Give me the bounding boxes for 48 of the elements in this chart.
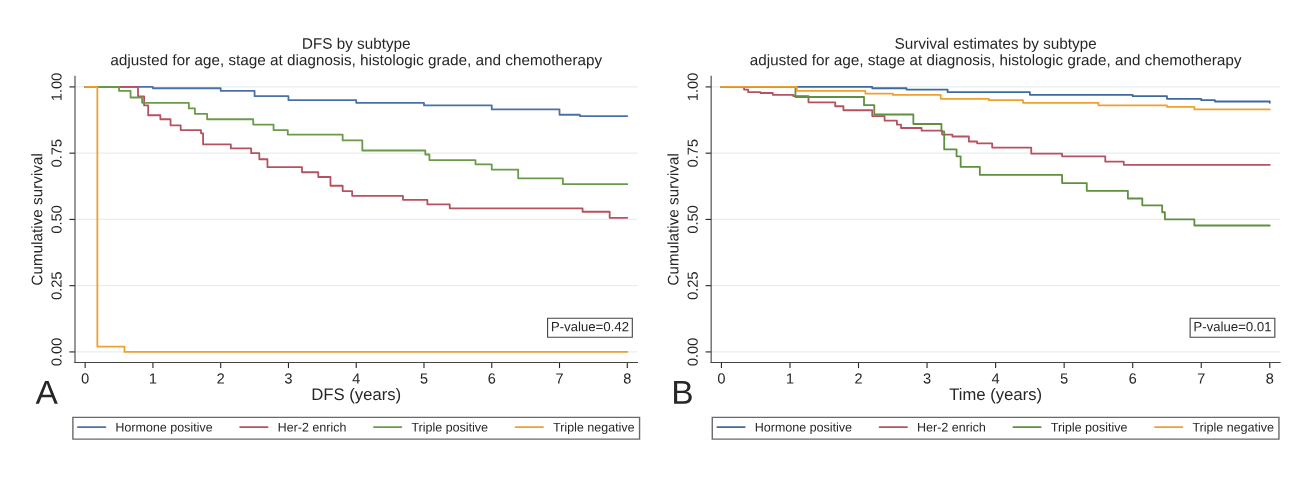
x-tick-label: 1: [149, 373, 157, 384]
legend-label: Hormone positive: [116, 422, 213, 435]
text: A: [35, 380, 58, 404]
legend-label: Triple negative: [553, 422, 635, 435]
annotation: P-value=0.01: [1194, 321, 1271, 332]
x-tick-label: 7: [1197, 373, 1205, 384]
y-tick-label: 0.50: [687, 205, 698, 234]
chart-subtitle: adjusted for age, stage at diagnosis, histologic grade, and chemotherapy: [111, 54, 603, 69]
x-tick-label: 5: [1060, 373, 1068, 384]
x-tick-label: 0: [717, 373, 725, 384]
legend-label: Her-2 enrich: [918, 422, 985, 432]
x-tick-label: 4: [991, 373, 1000, 384]
legend-label: Her-2 enrich: [278, 422, 346, 432]
x-axis-title: DFS (years): [312, 387, 401, 404]
x-tick-label: 3: [923, 373, 931, 384]
x-axis-title: Time (years): [949, 387, 1042, 404]
x-tick-label: 7: [556, 373, 563, 384]
x-tick-label: 6: [488, 373, 496, 384]
y-tick-label: 0.50: [51, 205, 62, 234]
legend-label: Triple positive: [411, 422, 488, 435]
y-tick-label: 0.00: [51, 338, 62, 366]
x-tick-label: 2: [217, 373, 225, 384]
x-tick-label: 1: [787, 373, 794, 384]
annotation: P-value=0.42: [551, 321, 629, 332]
x-tick-label: 6: [1129, 373, 1137, 384]
y-tick-label: 1.00: [51, 73, 62, 100]
x-tick-label: 8: [623, 373, 631, 384]
x-tick-label: 0: [81, 373, 89, 384]
y-axis-title: Cumulative survival: [31, 154, 43, 285]
legend-label: Triple negative: [1192, 422, 1274, 435]
y-tick-label: 1.00: [687, 73, 698, 100]
x-tick-label: 4: [352, 373, 360, 384]
y-tick-label: 0.25: [51, 272, 62, 300]
text: B: [674, 380, 692, 404]
y-tick-label: 0.75: [687, 139, 698, 167]
x-tick-label: 2: [855, 373, 862, 384]
x-tick-label: 5: [420, 373, 428, 384]
chart-title: DFS by subtype: [303, 37, 410, 52]
y-tick-label: 0.00: [687, 338, 698, 366]
y-tick-label: 0.25: [687, 272, 698, 300]
y-axis-title: Cumulative survival: [667, 154, 679, 285]
y-tick-label: 0.75: [51, 139, 62, 167]
legend-label: Hormone positive: [755, 422, 852, 435]
chart-subtitle: adjusted for age, stage at diagnosis, histologic grade, and chemotherapy: [750, 54, 1242, 69]
legend-label: Triple positive: [1051, 422, 1127, 435]
chart-title: Survival estimates by subtype: [895, 37, 1096, 52]
x-tick-label: 3: [284, 373, 292, 384]
x-tick-label: 8: [1266, 373, 1274, 384]
